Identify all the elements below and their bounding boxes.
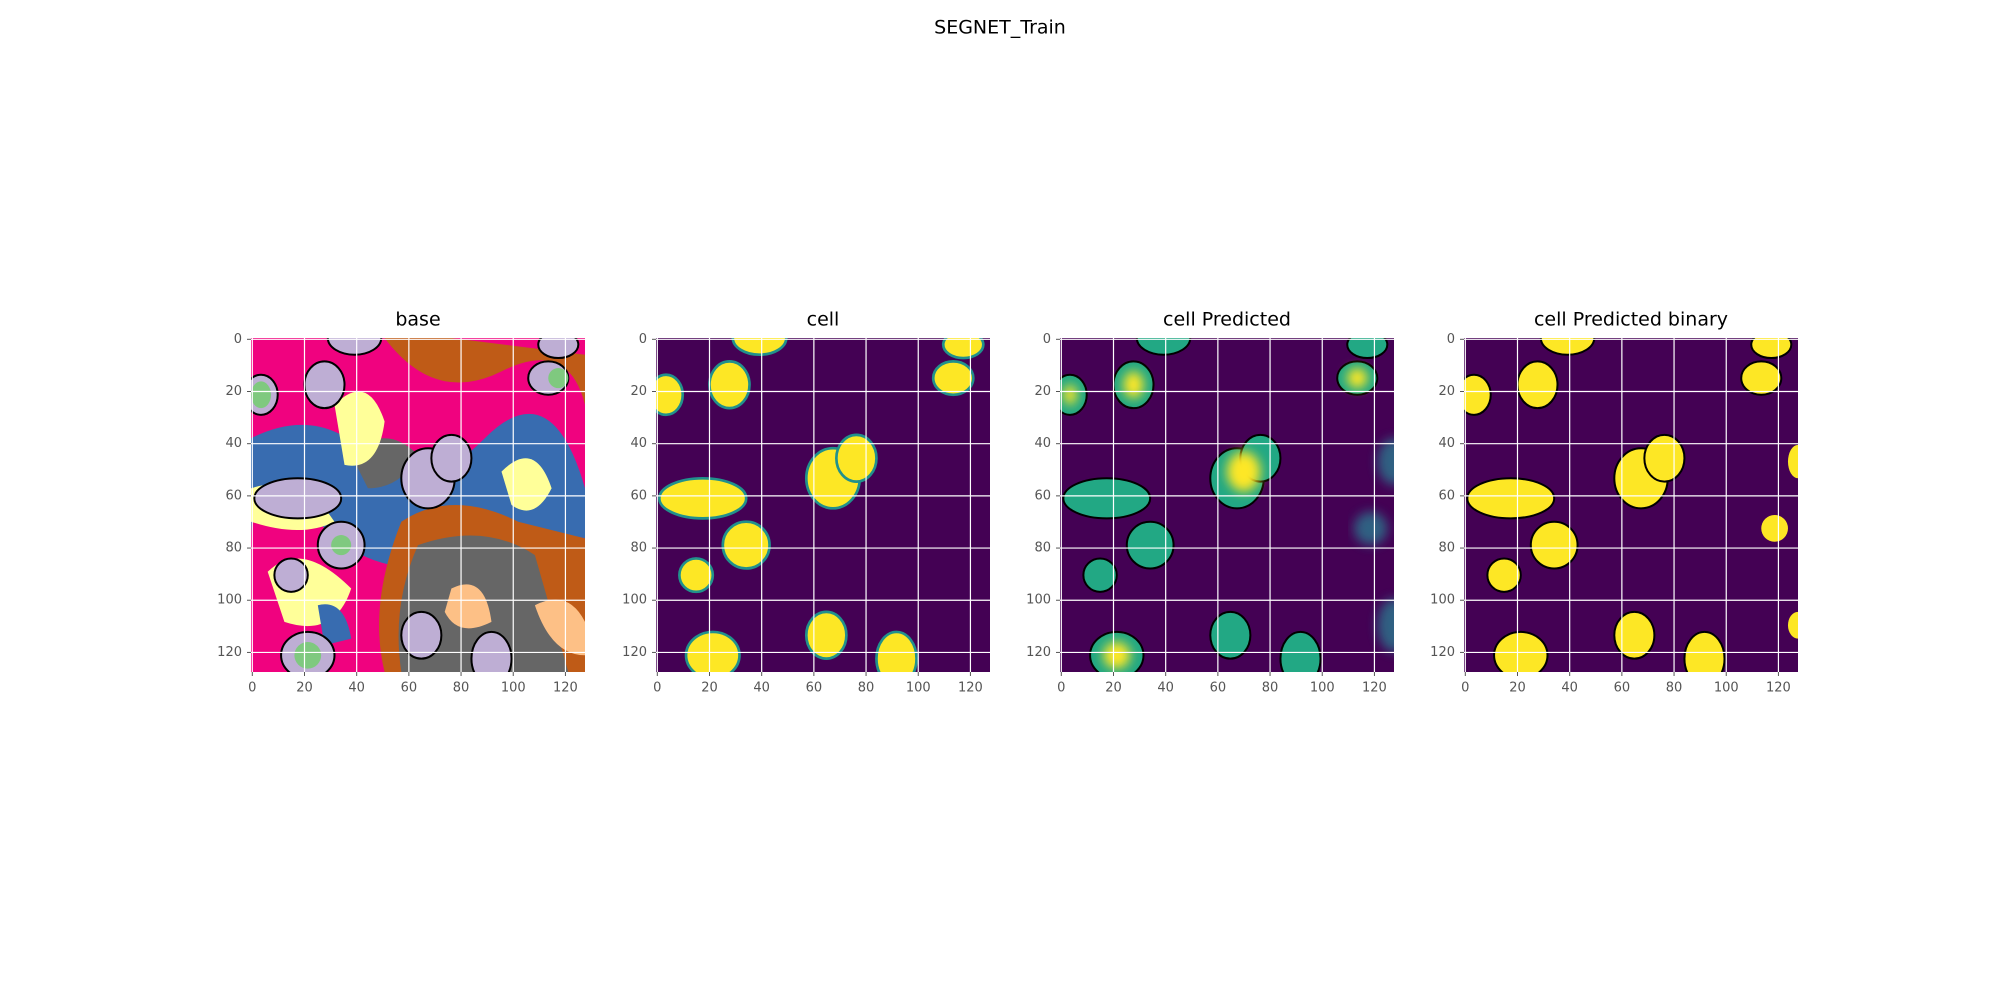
x-tick-label: 20 xyxy=(1509,681,1526,696)
x-tick-label: 60 xyxy=(1614,681,1631,696)
y-tick-label: 20 xyxy=(1034,384,1051,399)
x-tick-label: 40 xyxy=(753,681,770,696)
y-tick-label: 120 xyxy=(1026,645,1051,660)
x-tick-label: 0 xyxy=(653,681,661,696)
y-tick-label: 100 xyxy=(622,593,647,608)
x-tick-label: 40 xyxy=(1157,681,1174,696)
x-tick-label: 0 xyxy=(1057,681,1065,696)
figure-title: SEGNET_Train xyxy=(934,17,1066,39)
y-tick-label: 60 xyxy=(225,488,242,503)
x-tick-label: 20 xyxy=(296,681,313,696)
y-tick-label: 60 xyxy=(630,488,647,503)
y-tick-label: 80 xyxy=(1034,541,1051,556)
y-tick-label: 20 xyxy=(630,384,647,399)
x-tick-label: 80 xyxy=(453,681,470,696)
y-tick-label: 40 xyxy=(225,436,242,451)
x-tick-label: 80 xyxy=(858,681,875,696)
x-tick-label: 0 xyxy=(1461,681,1469,696)
x-tick-label: 20 xyxy=(1105,681,1122,696)
y-tick-label: 40 xyxy=(1034,436,1051,451)
x-tick-label: 100 xyxy=(1310,681,1335,696)
x-tick-label: 120 xyxy=(958,681,983,696)
y-tick-label: 100 xyxy=(217,593,242,608)
y-tick-label: 80 xyxy=(630,541,647,556)
y-tick-label: 20 xyxy=(225,384,242,399)
y-tick-label: 40 xyxy=(1438,436,1455,451)
image-cell xyxy=(656,338,990,672)
x-tick-label: 120 xyxy=(1362,681,1387,696)
y-tick-label: 100 xyxy=(1026,593,1051,608)
x-tick-label: 80 xyxy=(1262,681,1279,696)
y-tick-label: 0 xyxy=(234,332,242,347)
y-tick-label: 80 xyxy=(1438,541,1455,556)
y-tick-label: 0 xyxy=(1043,332,1051,347)
y-tick-label: 120 xyxy=(1430,645,1455,660)
panel-title: cell Predicted xyxy=(1163,309,1291,331)
image-cell-predicted-binary xyxy=(1464,338,1798,672)
x-tick-label: 40 xyxy=(348,681,365,696)
x-tick-label: 40 xyxy=(1561,681,1578,696)
y-tick-label: 0 xyxy=(1447,332,1455,347)
x-tick-label: 120 xyxy=(1766,681,1791,696)
panel-title: base xyxy=(395,309,440,331)
x-tick-label: 80 xyxy=(1666,681,1683,696)
x-tick-label: 100 xyxy=(501,681,526,696)
x-tick-label: 60 xyxy=(806,681,823,696)
image-cell-predicted xyxy=(1060,338,1394,672)
y-tick-label: 0 xyxy=(639,332,647,347)
x-tick-label: 20 xyxy=(701,681,718,696)
y-tick-label: 60 xyxy=(1034,488,1051,503)
panel-title: cell xyxy=(807,309,840,331)
y-tick-label: 120 xyxy=(622,645,647,660)
y-tick-label: 40 xyxy=(630,436,647,451)
panel-title: cell Predicted binary xyxy=(1534,309,1728,331)
x-tick-label: 60 xyxy=(1210,681,1227,696)
y-tick-label: 60 xyxy=(1438,488,1455,503)
y-tick-label: 120 xyxy=(217,645,242,660)
x-tick-label: 100 xyxy=(1714,681,1739,696)
x-tick-label: 120 xyxy=(553,681,578,696)
x-tick-label: 0 xyxy=(248,681,256,696)
image-base xyxy=(251,338,585,672)
y-tick-label: 20 xyxy=(1438,384,1455,399)
y-tick-label: 80 xyxy=(225,541,242,556)
x-tick-label: 60 xyxy=(401,681,418,696)
x-tick-label: 100 xyxy=(906,681,931,696)
y-tick-label: 100 xyxy=(1430,593,1455,608)
